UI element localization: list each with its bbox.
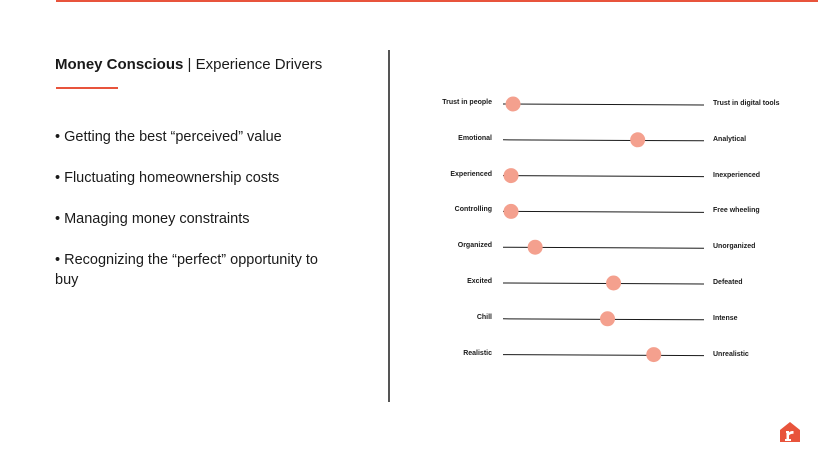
title-rest: Experience Drivers — [195, 56, 323, 73]
scale-marker — [503, 168, 519, 184]
scale-right-label: Unorganized — [713, 243, 756, 251]
page-title: Money Conscious | Experience Drivers — [55, 56, 322, 73]
scale-marker — [646, 347, 662, 363]
bullet-item: • Managing money constraints — [55, 211, 250, 227]
scale-marker — [630, 132, 646, 148]
scale-right-label: Defeated — [713, 279, 743, 286]
scale-marker — [505, 96, 521, 112]
vertical-divider — [388, 50, 390, 402]
scale-marker — [606, 275, 622, 291]
scale-marker — [503, 203, 519, 219]
bullet-list: • Getting the best “perceived” value • F… — [55, 127, 345, 311]
title-underline — [56, 87, 118, 89]
scale-line — [502, 139, 705, 142]
top-accent-rule — [56, 0, 818, 2]
scale-marker — [527, 239, 543, 255]
title-separator: | — [183, 56, 196, 73]
scale-right-label: Trust in digital tools — [713, 100, 780, 107]
bullet-item: • Recognizing the “perfect” opportunity … — [55, 252, 318, 288]
scale-left-label: Trust in people — [442, 99, 492, 106]
scale-left-label: Experienced — [450, 170, 492, 178]
scale-line — [502, 103, 705, 106]
scale-right-label: Unrealistic — [713, 350, 749, 358]
scale-left-label: Realistic — [463, 349, 492, 357]
title-bold: Money Conscious — [55, 56, 184, 73]
scale-left-label: Excited — [467, 278, 492, 285]
scale-line — [502, 210, 705, 213]
bullet-item: • Getting the best “perceived” value — [55, 129, 282, 145]
scale-right-label: Inexperienced — [713, 171, 761, 179]
scale-right-label: Intense — [713, 314, 738, 322]
scale-left-label: Organized — [457, 242, 492, 250]
house-r-logo-icon — [780, 422, 800, 442]
scale-left-label: Chill — [476, 313, 492, 321]
bullet-item: • Fluctuating homeownership costs — [55, 170, 280, 186]
scale-left-label: Controlling — [454, 206, 492, 214]
scale-line — [502, 175, 705, 178]
scale-left-label: Emotional — [458, 134, 492, 142]
scale-line — [502, 354, 705, 357]
scale-right-label: Free wheeling — [713, 207, 760, 215]
scale-marker — [600, 311, 616, 327]
scale-line — [502, 282, 705, 285]
scale-right-label: Analytical — [713, 135, 747, 143]
